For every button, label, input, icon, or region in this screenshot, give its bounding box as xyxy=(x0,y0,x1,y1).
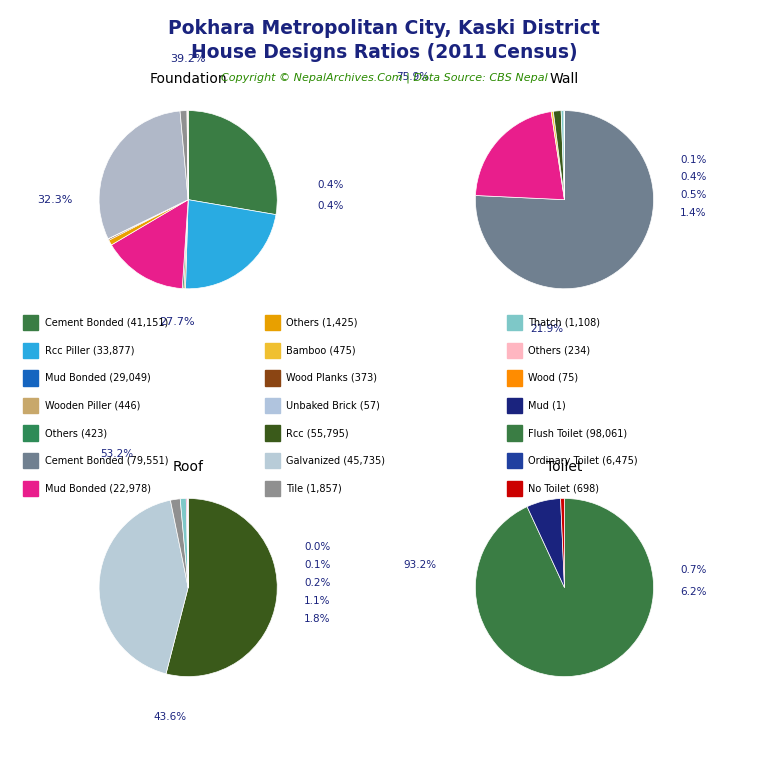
Text: Bamboo (475): Bamboo (475) xyxy=(286,345,356,356)
Wedge shape xyxy=(184,200,188,289)
Text: No Toilet (698): No Toilet (698) xyxy=(528,483,599,494)
Wedge shape xyxy=(187,498,188,588)
Title: Foundation: Foundation xyxy=(149,71,227,86)
Text: 0.2%: 0.2% xyxy=(304,578,330,588)
Text: Wooden Piller (446): Wooden Piller (446) xyxy=(45,400,140,411)
Wedge shape xyxy=(166,498,277,677)
Text: 93.2%: 93.2% xyxy=(403,560,436,571)
Text: 1.1%: 1.1% xyxy=(304,596,330,606)
Text: 32.3%: 32.3% xyxy=(37,194,72,205)
Text: 1.8%: 1.8% xyxy=(304,614,330,624)
Wedge shape xyxy=(180,111,188,200)
Wedge shape xyxy=(188,111,277,214)
Text: 0.7%: 0.7% xyxy=(680,564,707,574)
Title: Roof: Roof xyxy=(173,459,204,474)
Text: Mud Bonded (29,049): Mud Bonded (29,049) xyxy=(45,372,151,383)
Text: 0.4%: 0.4% xyxy=(317,201,344,211)
Text: 0.0%: 0.0% xyxy=(304,542,330,552)
Wedge shape xyxy=(551,111,564,200)
Wedge shape xyxy=(561,111,564,200)
Text: Unbaked Brick (57): Unbaked Brick (57) xyxy=(286,400,380,411)
Wedge shape xyxy=(475,498,654,677)
Text: Cement Bonded (41,151): Cement Bonded (41,151) xyxy=(45,317,167,328)
Text: 27.7%: 27.7% xyxy=(159,317,195,327)
Text: Cement Bonded (79,551): Cement Bonded (79,551) xyxy=(45,455,168,466)
Text: Others (423): Others (423) xyxy=(45,428,107,439)
Text: 6.2%: 6.2% xyxy=(680,587,707,597)
Wedge shape xyxy=(99,500,188,674)
Wedge shape xyxy=(527,498,564,588)
Text: Pokhara Metropolitan City, Kaski District
House Designs Ratios (2011 Census): Pokhara Metropolitan City, Kaski Distric… xyxy=(168,19,600,61)
Text: Wood (75): Wood (75) xyxy=(528,372,578,383)
Title: Wall: Wall xyxy=(550,71,579,86)
Text: 43.6%: 43.6% xyxy=(154,712,187,722)
Text: Tile (1,857): Tile (1,857) xyxy=(286,483,343,494)
Text: Rcc (55,795): Rcc (55,795) xyxy=(286,428,349,439)
Wedge shape xyxy=(108,200,188,239)
Text: 0.5%: 0.5% xyxy=(680,190,707,200)
Text: Copyright © NepalArchives.Com | Data Source: CBS Nepal: Copyright © NepalArchives.Com | Data Sou… xyxy=(220,73,548,84)
Wedge shape xyxy=(180,498,188,588)
Wedge shape xyxy=(182,200,188,289)
Wedge shape xyxy=(108,200,188,240)
Text: Flush Toilet (98,061): Flush Toilet (98,061) xyxy=(528,428,627,439)
Text: 53.2%: 53.2% xyxy=(101,449,134,459)
Text: 0.1%: 0.1% xyxy=(680,154,707,164)
Text: Mud Bonded (22,978): Mud Bonded (22,978) xyxy=(45,483,151,494)
Wedge shape xyxy=(170,498,188,588)
Wedge shape xyxy=(111,200,188,289)
Text: Others (234): Others (234) xyxy=(528,345,591,356)
Text: Mud (1): Mud (1) xyxy=(528,400,566,411)
Text: Ordinary Toilet (6,475): Ordinary Toilet (6,475) xyxy=(528,455,638,466)
Text: 0.4%: 0.4% xyxy=(317,180,344,190)
Text: 21.9%: 21.9% xyxy=(530,324,563,334)
Text: Galvanized (45,735): Galvanized (45,735) xyxy=(286,455,386,466)
Wedge shape xyxy=(187,111,188,200)
Text: 75.9%: 75.9% xyxy=(396,72,429,82)
Text: 0.1%: 0.1% xyxy=(304,560,330,571)
Wedge shape xyxy=(186,200,276,289)
Text: Rcc Piller (33,877): Rcc Piller (33,877) xyxy=(45,345,134,356)
Wedge shape xyxy=(109,200,188,245)
Wedge shape xyxy=(553,111,564,200)
Text: Thatch (1,108): Thatch (1,108) xyxy=(528,317,601,328)
Title: Toilet: Toilet xyxy=(546,459,583,474)
Text: 0.4%: 0.4% xyxy=(680,172,707,183)
Wedge shape xyxy=(561,498,564,588)
Text: Wood Planks (373): Wood Planks (373) xyxy=(286,372,377,383)
Wedge shape xyxy=(475,111,654,289)
Text: 1.4%: 1.4% xyxy=(680,208,707,218)
Text: 39.2%: 39.2% xyxy=(170,55,206,65)
Wedge shape xyxy=(186,498,188,588)
Wedge shape xyxy=(99,111,188,239)
Text: Others (1,425): Others (1,425) xyxy=(286,317,358,328)
Wedge shape xyxy=(475,111,564,200)
